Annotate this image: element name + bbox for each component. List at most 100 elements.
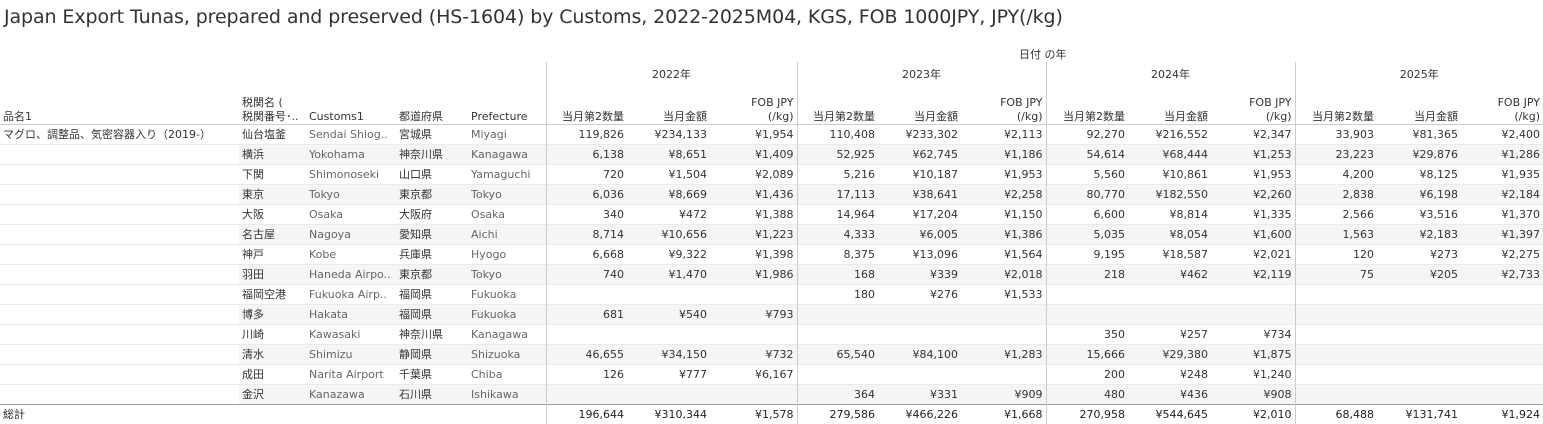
measure-header-amount[interactable]: 当月金額 bbox=[1164, 109, 1208, 123]
fob-cell: ¥1,186 bbox=[961, 143, 1046, 164]
qty-cell bbox=[1294, 383, 1377, 404]
customs-jp-cell: 東京 bbox=[239, 183, 306, 204]
prefecture-en-cell: Tokyo bbox=[468, 183, 546, 204]
customs-jp-cell: 大阪 bbox=[239, 203, 306, 224]
amount-cell: ¥205 bbox=[1377, 263, 1461, 284]
measure-header-fob[interactable]: FOB JPY (/kg) bbox=[961, 86, 1046, 124]
customs-en-cell: Narita Airport bbox=[306, 363, 396, 384]
measure-header-qty[interactable]: 当月第2数量 bbox=[1294, 86, 1377, 124]
fob-cell bbox=[1211, 283, 1295, 304]
measure-header-qty[interactable]: 当月第2数量 bbox=[796, 86, 878, 124]
fob-cell: ¥1,875 bbox=[1211, 343, 1295, 364]
measure-header-fob-line1: FOB JPY bbox=[1497, 95, 1540, 109]
qty-cell: 5,035 bbox=[1045, 223, 1128, 244]
product-cell bbox=[0, 163, 239, 184]
measure-header-amount[interactable]: 当月金額 bbox=[914, 109, 958, 123]
row-header-customs-jp[interactable]: 税関名 (税関番号･.. bbox=[239, 86, 306, 124]
product-cell bbox=[0, 203, 239, 224]
qty-cell: 2,838 bbox=[1294, 183, 1377, 204]
fob-cell: ¥1,409 bbox=[710, 143, 797, 164]
amount-cell bbox=[1377, 323, 1461, 344]
row-header-customs-en[interactable]: Customs1 bbox=[309, 109, 364, 123]
product-cell bbox=[0, 143, 239, 164]
fob-cell: ¥1,564 bbox=[961, 243, 1046, 264]
measure-header-fob-line2: (/kg) bbox=[767, 109, 794, 123]
qty-cell: 15,666 bbox=[1045, 343, 1128, 364]
table-row: 東京 Tokyo 東京都 Tokyo 6,036 ¥8,669 ¥1,436 17,113 ¥3… bbox=[0, 183, 1543, 204]
fob-cell: ¥2,347 bbox=[1211, 123, 1295, 144]
measure-header-fob-line1: FOB JPY bbox=[751, 95, 794, 109]
row-header-prefecture-en[interactable]: Prefecture bbox=[471, 109, 528, 123]
fob-cell: ¥1,388 bbox=[710, 203, 797, 224]
qty-cell bbox=[1294, 303, 1377, 324]
fob-cell bbox=[1461, 283, 1543, 304]
measure-header-fob-line2: (/kg) bbox=[1016, 109, 1043, 123]
amount-cell: ¥3,516 bbox=[1377, 203, 1461, 224]
amount-cell: ¥248 bbox=[1128, 363, 1211, 384]
amount-cell: ¥339 bbox=[878, 263, 961, 284]
measure-header-qty[interactable]: 当月第2数量 bbox=[1045, 86, 1128, 124]
customs-jp-cell: 下関 bbox=[239, 163, 306, 184]
qty-cell: 9,195 bbox=[1045, 243, 1128, 264]
year-header[interactable]: 2025年 bbox=[1294, 62, 1543, 86]
measure-header-fob[interactable]: FOB JPY (/kg) bbox=[1461, 86, 1543, 124]
prefecture-en-cell: Yamaguchi bbox=[468, 163, 546, 184]
fob-cell bbox=[1461, 323, 1543, 344]
qty-cell: 350 bbox=[1045, 323, 1128, 344]
amount-cell bbox=[1128, 303, 1211, 324]
amount-cell: ¥1,504 bbox=[627, 163, 710, 184]
qty-cell bbox=[545, 283, 627, 304]
table-row: 清水 Shimizu 静岡県 Shizuoka 46,655 ¥34,150 ¥732 65,… bbox=[0, 343, 1543, 364]
fob-cell: ¥1,953 bbox=[961, 163, 1046, 184]
amount-cell: ¥540 bbox=[627, 303, 710, 324]
measure-header-amount[interactable]: 当月金額 bbox=[1414, 109, 1458, 123]
qty-cell bbox=[1045, 283, 1128, 304]
fob-cell: ¥1,223 bbox=[710, 223, 797, 244]
qty-cell: 5,216 bbox=[796, 163, 878, 184]
measure-header-fob-line1: FOB JPY bbox=[1249, 95, 1292, 109]
fob-cell bbox=[1461, 383, 1543, 404]
measure-header-qty[interactable]: 当月第2数量 bbox=[545, 86, 627, 124]
year-header[interactable]: 2024年 bbox=[1045, 62, 1295, 86]
total-fob-cell: ¥2,010 bbox=[1211, 403, 1295, 424]
table-row: 羽田 Haneda Airpo.. 東京都 Tokyo 740 ¥1,470 ¥1,986 1… bbox=[0, 263, 1543, 284]
qty-cell: 54,614 bbox=[1045, 143, 1128, 164]
fob-cell: ¥2,113 bbox=[961, 123, 1046, 144]
fob-cell: ¥734 bbox=[1211, 323, 1295, 344]
prefecture-en-cell: Kanagawa bbox=[468, 143, 546, 164]
measure-header-fob-line2: (/kg) bbox=[1265, 109, 1292, 123]
row-header-prefecture-jp[interactable]: 都道府県 bbox=[399, 109, 443, 123]
total-fob-cell: ¥1,924 bbox=[1461, 403, 1543, 424]
customs-en-cell: Tokyo bbox=[306, 183, 396, 204]
product-cell bbox=[0, 223, 239, 244]
measure-header-amount[interactable]: 当月金額 bbox=[663, 109, 707, 123]
prefecture-en-cell: Aichi bbox=[468, 223, 546, 244]
amount-cell: ¥2,183 bbox=[1377, 223, 1461, 244]
fob-cell bbox=[961, 303, 1046, 324]
qty-cell: 720 bbox=[545, 163, 627, 184]
row-header-product[interactable]: 品名1 bbox=[3, 109, 32, 123]
year-header[interactable]: 2023年 bbox=[796, 62, 1046, 86]
fob-cell bbox=[710, 283, 797, 304]
qty-cell: 65,540 bbox=[796, 343, 878, 364]
fob-cell: ¥2,260 bbox=[1211, 183, 1295, 204]
amount-cell: ¥10,187 bbox=[878, 163, 961, 184]
qty-cell: 8,714 bbox=[545, 223, 627, 244]
year-header-spacer bbox=[0, 62, 546, 86]
amount-cell: ¥38,641 bbox=[878, 183, 961, 204]
measure-header-fob[interactable]: FOB JPY (/kg) bbox=[1211, 86, 1295, 124]
total-row: 総計 196,644 ¥310,344 ¥1,578 279,586 ¥466,226 ¥1… bbox=[0, 403, 1543, 424]
amount-cell: ¥1,470 bbox=[627, 263, 710, 284]
qty-cell bbox=[1294, 343, 1377, 364]
fob-cell: ¥1,253 bbox=[1211, 143, 1295, 164]
qty-cell: 119,826 bbox=[545, 123, 627, 144]
total-amount-cell: ¥466,226 bbox=[878, 403, 961, 424]
customs-en-cell: Nagoya bbox=[306, 223, 396, 244]
year-header[interactable]: 2022年 bbox=[545, 62, 797, 86]
amount-cell: ¥6,005 bbox=[878, 223, 961, 244]
measure-header-fob[interactable]: FOB JPY (/kg) bbox=[710, 86, 797, 124]
fob-cell: ¥2,021 bbox=[1211, 243, 1295, 264]
prefecture-en-cell: Shizuoka bbox=[468, 343, 546, 364]
qty-cell: 4,200 bbox=[1294, 163, 1377, 184]
qty-cell bbox=[1045, 303, 1128, 324]
